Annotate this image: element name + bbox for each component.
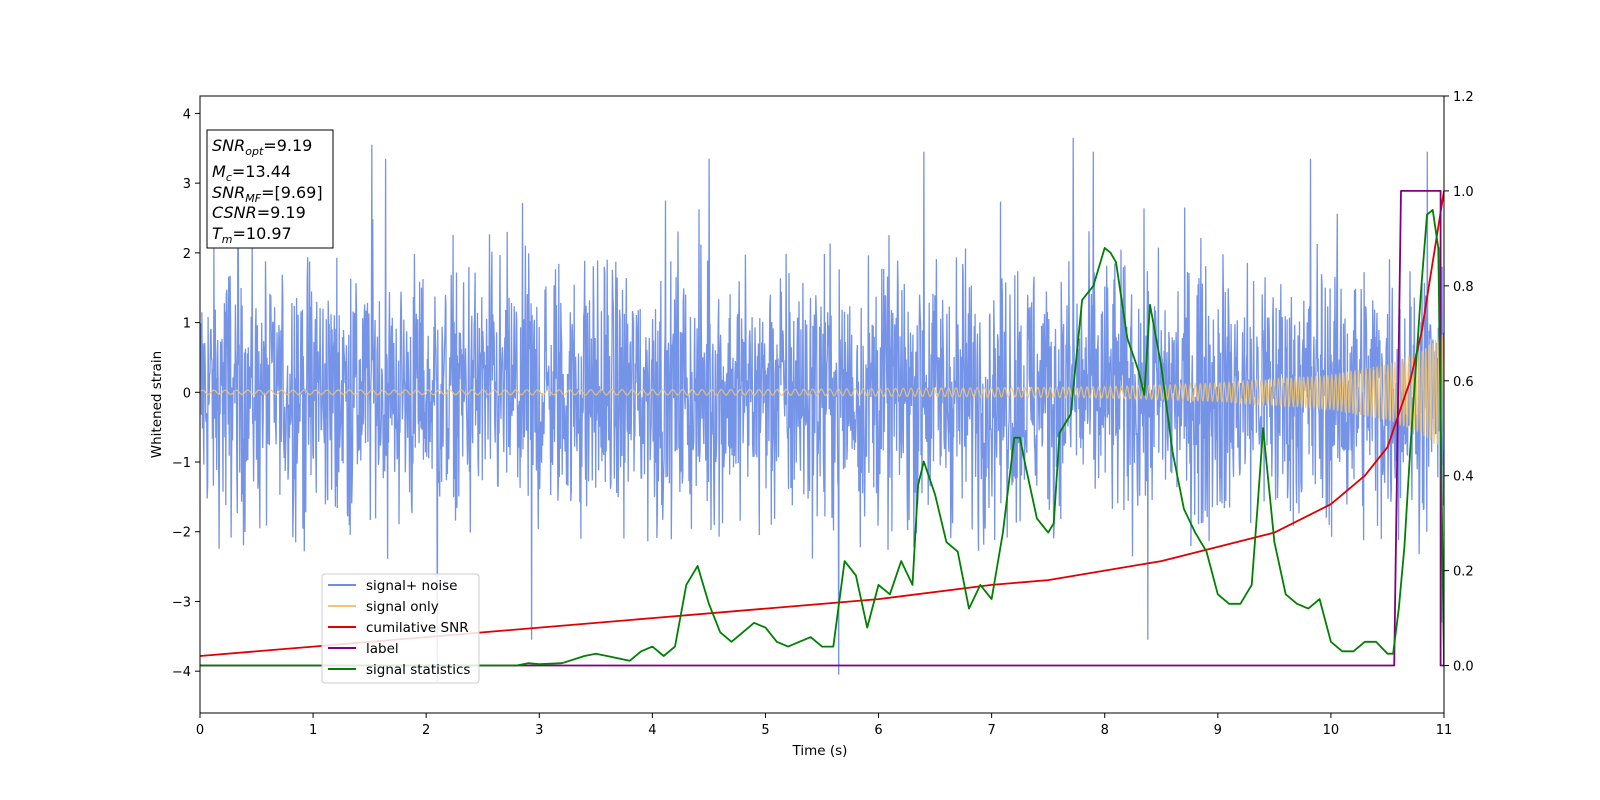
legend-label: signal+ noise xyxy=(366,578,457,594)
info-mc: Mc=13.44 xyxy=(212,162,291,184)
x-tick-label: 0 xyxy=(196,723,204,738)
right-axis-series xyxy=(200,190,1444,667)
x-tick-label: 1 xyxy=(309,723,317,738)
legend: signal+ noise signal only cumilative SNR… xyxy=(321,573,480,684)
y-tick-label: 3 xyxy=(183,177,191,192)
y-right-tick-label: 0.0 xyxy=(1453,660,1474,675)
x-tick-label: 3 xyxy=(535,723,543,738)
x-tick-label: 4 xyxy=(648,723,656,738)
x-tick-label: 5 xyxy=(761,723,769,738)
x-axis: 0 1 2 3 4 5 6 7 8 9 10 11 xyxy=(196,713,1452,738)
signal-statistics-line xyxy=(200,209,1444,667)
x-tick-label: 9 xyxy=(1214,723,1222,738)
y-right-tick-label: 0.8 xyxy=(1453,280,1474,295)
y-right-tick-label: 1.0 xyxy=(1453,185,1474,200)
y-tick-label: 4 xyxy=(183,107,191,122)
y-tick-label: −2 xyxy=(172,526,191,541)
legend-item-signal-only: signal only xyxy=(328,599,439,615)
x-tick-label: 8 xyxy=(1101,723,1109,738)
y-axis-left: −4 −3 −2 −1 0 1 2 3 4 xyxy=(172,107,200,680)
label-line xyxy=(200,190,1444,667)
y-right-tick-label: 0.6 xyxy=(1453,375,1474,390)
y-axis-label: Whitened strain xyxy=(149,351,165,458)
legend-label: signal statistics xyxy=(366,662,470,678)
signal-only-series xyxy=(200,334,1444,450)
y-right-tick-label: 1.2 xyxy=(1453,90,1474,105)
signal-plus-noise-series xyxy=(200,137,1444,682)
legend-item-signal-plus-noise: signal+ noise xyxy=(328,578,457,594)
x-tick-label: 6 xyxy=(874,723,882,738)
y-tick-label: −4 xyxy=(172,665,191,680)
info-snr-mf: SNRMF=[9.69] xyxy=(212,183,323,205)
y-axis-right: 0.0 0.2 0.4 0.6 0.8 1.0 1.2 xyxy=(1444,90,1474,675)
plot-frame xyxy=(199,95,1445,714)
legend-label: signal only xyxy=(366,599,439,615)
y-tick-label: 1 xyxy=(183,317,191,332)
y-tick-label: 0 xyxy=(183,386,191,401)
info-snr-opt: SNRopt=9.19 xyxy=(212,136,312,158)
legend-item-label: label xyxy=(328,641,399,657)
legend-label: label xyxy=(366,641,399,657)
x-tick-label: 7 xyxy=(987,723,995,738)
y-right-tick-label: 0.4 xyxy=(1453,470,1474,485)
legend-frame xyxy=(321,573,480,684)
legend-item-signal-statistics: signal statistics xyxy=(328,662,470,678)
cumulative-snr-line xyxy=(200,190,1444,657)
y-right-tick-label: 0.2 xyxy=(1453,565,1474,580)
signal-only-line xyxy=(200,334,1444,450)
plot-area xyxy=(200,137,1444,682)
info-csnr: CSNR=9.19 xyxy=(212,203,306,222)
y-tick-label: −1 xyxy=(172,456,191,471)
x-axis-label: Time (s) xyxy=(792,743,848,759)
x-tick-label: 11 xyxy=(1436,723,1453,738)
x-tick-label: 10 xyxy=(1323,723,1340,738)
y-tick-label: −3 xyxy=(172,595,191,610)
legend-item-cumulative-snr: cumilative SNR xyxy=(328,620,469,636)
legend-label: cumilative SNR xyxy=(366,620,469,636)
x-tick-label: 2 xyxy=(422,723,430,738)
signal-plus-noise-line xyxy=(200,137,1444,682)
info-tm: Tm=10.97 xyxy=(212,224,292,246)
info-box: SNRopt=9.19 Mc=13.44 SNRMF=[9.69] CSNR=9… xyxy=(206,129,334,249)
info-box-frame xyxy=(206,129,334,249)
y-tick-label: 2 xyxy=(183,247,191,262)
